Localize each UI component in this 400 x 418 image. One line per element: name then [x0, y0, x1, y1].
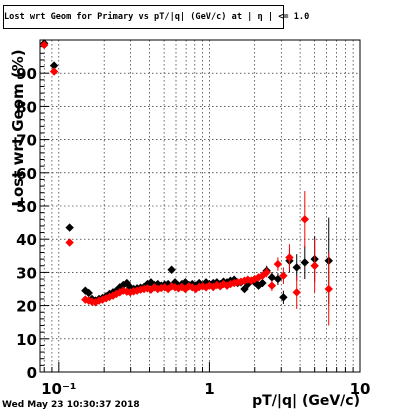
data-point [108, 291, 118, 300]
data-point [273, 274, 283, 284]
data-point [170, 278, 180, 287]
y-tick-label: 50 [16, 198, 37, 216]
data-point [49, 67, 59, 76]
data-point [65, 223, 74, 232]
y-tick-label: 70 [16, 132, 37, 150]
data-point [167, 265, 176, 274]
plot-frame [39, 39, 361, 373]
y-tick-label: 90 [16, 65, 37, 83]
data-point [170, 283, 180, 292]
data-point [160, 283, 169, 292]
footer-timestamp: Wed May 23 10:30:37 2018 [2, 400, 140, 410]
data-point [267, 281, 277, 290]
data-point [84, 288, 93, 298]
data-point [65, 238, 74, 247]
y-tick-label: 20 [16, 298, 37, 316]
x-axis-label: pT/|q| (GeV/c) [252, 393, 360, 409]
data-point [236, 277, 246, 286]
x-tick-label: 10 [350, 380, 371, 398]
y-tick-label: 0 [27, 364, 37, 382]
y-tick-label: 10 [16, 331, 37, 349]
chart-title: Lost wrt Geom for Primary vs pT/|q| (GeV… [4, 12, 310, 22]
data-point [300, 215, 310, 224]
data-point [300, 258, 310, 267]
y-tick-label: 60 [16, 165, 37, 183]
x-tick-label: 10⁻¹ [41, 380, 76, 398]
data-point [262, 268, 271, 277]
data-points [40, 39, 333, 326]
data-point [279, 293, 288, 302]
y-axis-label: Lost wrt Geom (%) [9, 49, 27, 206]
data-point [247, 276, 256, 285]
data-point [258, 278, 267, 288]
data-point [292, 263, 301, 272]
data-point [184, 282, 194, 291]
data-point [324, 284, 333, 294]
data-point [273, 259, 283, 269]
data-point [201, 278, 211, 287]
series-red [40, 40, 333, 326]
data-point [40, 40, 49, 50]
data-point [49, 61, 59, 70]
y-tick-label: 30 [16, 264, 37, 282]
data-point [285, 253, 294, 262]
y-tick-label: 80 [16, 98, 37, 116]
x-tick-label: 1 [204, 380, 214, 398]
title-box: Lost wrt Geom for Primary vs pT/|q| (GeV… [3, 5, 310, 29]
data-point [279, 271, 288, 280]
data-point [267, 273, 277, 282]
axes: 0 10 20 30 40 50 60 70 80 90 10⁻¹ 1 10 [16, 39, 371, 398]
y-tick-label: 40 [16, 231, 37, 249]
data-point [240, 284, 249, 294]
data-point [310, 261, 319, 270]
data-point [240, 276, 249, 285]
grid [40, 40, 360, 372]
data-point [292, 288, 301, 297]
